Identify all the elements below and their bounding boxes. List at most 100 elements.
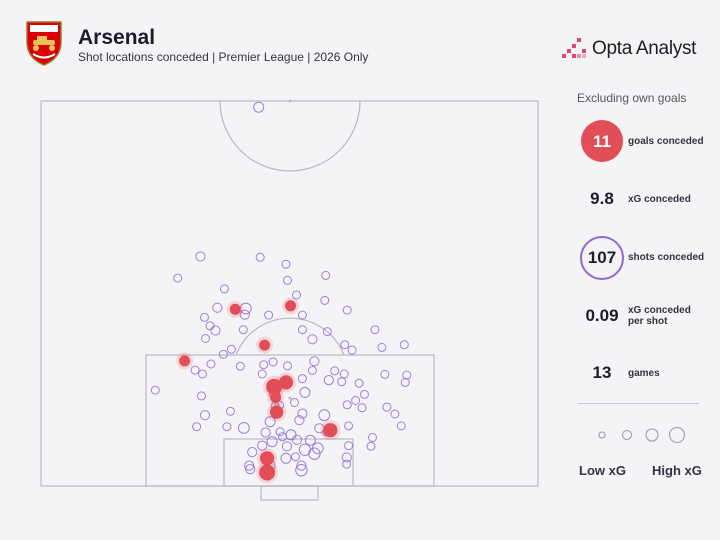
sidebar-heading: Excluding own goals	[577, 91, 687, 105]
page-subtitle: Shot locations conceded | Premier League…	[78, 50, 369, 64]
shot-marker	[190, 365, 200, 375]
shot-marker	[292, 290, 301, 300]
goal-frame	[260, 485, 319, 501]
goal-marker	[179, 355, 191, 367]
shot-marker	[399, 340, 409, 350]
shot-marker	[340, 340, 350, 350]
shots-conceded-value: 107	[587, 248, 617, 267]
shot-marker	[337, 377, 347, 387]
shot-marker	[307, 334, 318, 345]
shot-marker	[322, 327, 332, 337]
shot-marker	[268, 357, 278, 367]
shot-marker	[297, 325, 307, 335]
shot-marker	[253, 101, 265, 113]
shot-marker	[297, 408, 308, 419]
shot-marker	[290, 398, 299, 407]
centre-circle	[219, 100, 361, 172]
legend-circle-m	[645, 428, 659, 442]
shot-marker	[366, 441, 376, 451]
shot-marker	[360, 389, 369, 399]
goals-badge	[581, 120, 623, 162]
sidebar-divider	[578, 403, 699, 404]
shot-marker	[357, 403, 367, 413]
shot-marker	[291, 434, 303, 445]
shot-marker	[257, 440, 268, 451]
shot-marker	[342, 459, 352, 469]
brand-name: Opta Analyst	[592, 38, 697, 59]
xg-per-shot-value: 0.09	[585, 306, 619, 325]
shot-marker	[318, 409, 331, 422]
xg-conceded-label: xG conceded	[628, 194, 691, 205]
shot-marker	[197, 391, 206, 401]
shot-marker	[283, 275, 292, 285]
shot-marker	[390, 409, 400, 419]
shot-marker	[255, 252, 265, 262]
shot-marker	[235, 361, 245, 371]
shot-marker	[150, 385, 160, 395]
xg-per-shot-label: xG conceded per shot	[628, 305, 691, 327]
shot-marker	[342, 305, 352, 315]
shot-marker	[219, 284, 229, 294]
shot-marker	[339, 369, 349, 379]
shot-marker	[173, 273, 183, 283]
opta-logo-icon	[562, 38, 586, 58]
shot-marker	[283, 361, 292, 371]
shot-marker	[344, 421, 354, 431]
goal-marker	[285, 300, 296, 312]
shot-marker	[238, 325, 248, 335]
shot-marker	[285, 429, 297, 441]
shot-marker	[382, 402, 392, 412]
shot-marker	[210, 325, 221, 336]
goal-marker	[229, 303, 241, 315]
penalty-spot	[288, 396, 292, 400]
goal-marker	[270, 391, 282, 403]
shot-marker	[308, 447, 321, 460]
shot-marker	[321, 270, 331, 280]
shot-marker	[291, 452, 300, 462]
shot-marker	[226, 344, 236, 354]
shot-marker	[294, 415, 305, 426]
goal-marker	[278, 375, 294, 390]
goals-conceded-label: goals conceded	[628, 136, 704, 147]
shot-marker	[239, 309, 250, 320]
shot-marker	[344, 441, 354, 451]
goal-marker	[259, 464, 276, 481]
shot-marker	[278, 432, 287, 442]
xg-size-legend	[598, 426, 686, 444]
goal-marker	[269, 405, 284, 419]
page-title: Arsenal	[78, 26, 156, 49]
shot-marker	[264, 310, 274, 320]
shot-marker	[222, 422, 232, 432]
shot-marker	[299, 386, 311, 398]
xg-conceded-value: 9.8	[590, 189, 614, 208]
penalty-arc	[235, 317, 345, 356]
shot-marker	[218, 349, 228, 359]
shot-marker	[297, 310, 307, 320]
shot-marker	[195, 251, 206, 262]
legend-circle-xs	[598, 431, 606, 439]
shot-marker	[225, 406, 235, 416]
shot-marker	[206, 359, 216, 369]
goal-marker	[323, 423, 338, 438]
shot-marker	[266, 436, 278, 448]
shots-conceded-label: shots conceded	[628, 252, 705, 263]
goal-marker	[259, 339, 271, 351]
shot-marker	[237, 422, 250, 434]
legend-low-xg: Low xG	[579, 463, 626, 478]
goals-conceded-value: 11	[593, 132, 611, 151]
shot-marker	[330, 366, 340, 376]
shot-marker	[380, 369, 390, 379]
legend-high-xg: High xG	[652, 463, 702, 478]
shot-marker	[396, 421, 406, 431]
shot-marker	[304, 434, 316, 446]
shot-marker	[341, 452, 352, 463]
shot-marker	[354, 378, 364, 388]
shot-marker	[200, 312, 209, 322]
games-value: 13	[592, 363, 612, 382]
goal-marker	[266, 378, 283, 395]
centre-spot	[288, 99, 292, 103]
shot-marker	[347, 345, 357, 355]
shot-marker	[295, 464, 308, 477]
shot-marker	[257, 369, 267, 379]
